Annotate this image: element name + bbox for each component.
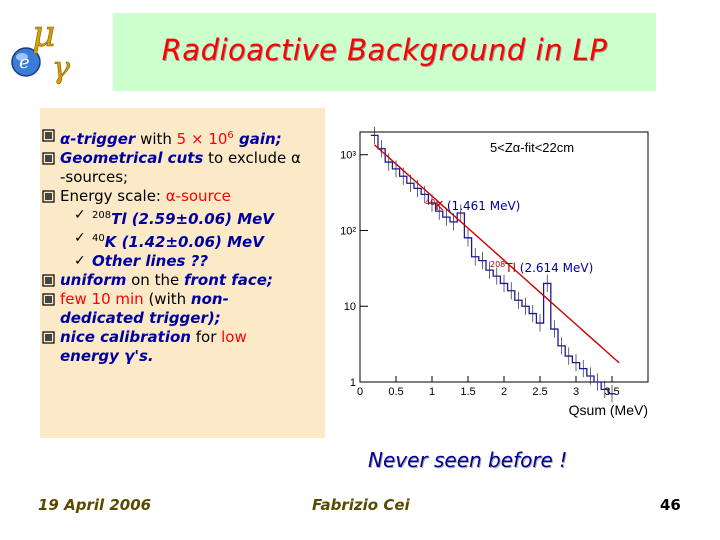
sub-bullet-item: ✓ 208Tl (2.59±0.06) MeV	[40, 206, 325, 229]
x-tick-label: 2.5	[532, 386, 547, 398]
title-banner: Radioactive Background in LP	[113, 13, 656, 91]
mu-e-gamma-logo: e μ γ	[6, 10, 88, 88]
chart-title: 5<Zα-fit<22cm	[490, 140, 574, 155]
check-bullet-icon: ✓	[74, 207, 86, 223]
bullet-text: nice calibration	[60, 328, 191, 346]
bullet-text: (with	[143, 290, 191, 308]
bullet-item: α-trigger with 5 × 106 gain;	[40, 126, 325, 149]
bullet-continuation: energy γ's.	[40, 347, 325, 366]
bullet-text: 5 × 10	[176, 130, 228, 148]
bullet-text: Other lines ??	[92, 252, 209, 270]
bullet-text: few 10 min	[60, 290, 144, 308]
bullet-text: energy γ's.	[60, 347, 154, 365]
check-bullet-icon: ✓	[74, 230, 86, 246]
square-bullet-icon	[42, 293, 55, 306]
square-bullet-icon	[42, 152, 55, 165]
bullet-panel	[40, 108, 325, 438]
bullet-text: gain;	[233, 130, 282, 148]
x-tick-label: 0	[357, 386, 363, 398]
bullet-text: front face;	[183, 271, 273, 289]
bullet-text: low	[221, 328, 247, 346]
bullet-text: on the	[126, 271, 184, 289]
peak-annotation: 208Tl (2.614 MeV)	[490, 260, 593, 275]
bullet-text: non-	[190, 290, 229, 308]
x-tick-label: 1	[429, 386, 435, 398]
bullet-text: dedicated trigger);	[60, 309, 221, 327]
square-bullet-icon	[42, 190, 55, 203]
bullet-text: -sources;	[60, 168, 129, 186]
bullet-text: 40	[92, 233, 105, 244]
spectrum-histogram	[370, 134, 616, 395]
energy-spectrum-chart: 0 0.5 1 1.5 2 2.5 3 3.511010²10³5<Zα-fit<22cm40…	[330, 122, 660, 444]
bullet-continuation: dedicated trigger);	[40, 309, 325, 328]
bullet-item: uniform on the front face;	[40, 271, 325, 290]
x-tick-label: 0.5	[388, 386, 403, 398]
svg-text:γ: γ	[52, 51, 70, 86]
check-bullet-icon: ✓	[74, 253, 86, 269]
x-tick-label: 2	[501, 386, 507, 398]
svg-text:e: e	[19, 52, 30, 73]
bullet-list: α-trigger with 5 × 106 gain; Geometrical …	[40, 126, 325, 366]
sub-bullet-item: ✓ Other lines ??	[40, 252, 325, 271]
y-tick-label: 10	[344, 301, 356, 313]
bullet-text: Energy scale:	[60, 187, 166, 205]
footer-date: 19 April 2006	[38, 496, 152, 514]
bullet-text: Geometrical cuts	[60, 149, 204, 167]
x-tick-label: 1.5	[460, 386, 475, 398]
square-bullet-icon	[42, 274, 55, 287]
svg-text:μ: μ	[32, 14, 55, 55]
bullet-continuation: -sources;	[40, 168, 325, 187]
page-number: 46	[660, 496, 681, 514]
bullet-text: for	[190, 328, 222, 346]
bullet-text: with	[135, 130, 177, 148]
bullet-text: 6	[227, 130, 234, 141]
bullet-text: 208	[92, 210, 112, 221]
bullet-text: α-source	[165, 187, 231, 205]
bullet-item: few 10 min (with non-	[40, 290, 325, 309]
bullet-text: K (1.42±0.06) MeV	[104, 233, 264, 251]
bullet-item: Energy scale: α-source	[40, 187, 325, 206]
fit-curve	[373, 144, 620, 364]
bullet-item: Geometrical cuts to exclude α	[40, 149, 325, 168]
x-axis-label: Qsum (MeV)	[569, 402, 648, 418]
y-tick-label: 1	[350, 377, 356, 389]
square-bullet-icon	[42, 129, 55, 142]
x-tick-label: 3	[573, 386, 579, 398]
y-tick-label: 10²	[340, 225, 356, 237]
slide-title: Radioactive Background in LP	[161, 33, 608, 67]
bullet-text: α-trigger	[60, 130, 136, 148]
bullet-item: nice calibration for low	[40, 328, 325, 347]
bullet-text: uniform	[60, 271, 127, 289]
bullet-text: to exclude α	[203, 149, 301, 167]
never-seen-caption: Never seen before !	[368, 448, 568, 472]
bullet-text: Tl (2.59±0.06) MeV	[111, 210, 274, 228]
square-bullet-icon	[42, 331, 55, 344]
peak-annotation: 40K (1.461 MeV)	[425, 198, 520, 213]
footer-author: Fabrizio Cei	[312, 496, 410, 514]
y-tick-label: 10³	[340, 150, 356, 162]
sub-bullet-item: ✓ 40K (1.42±0.06) MeV	[40, 229, 325, 252]
